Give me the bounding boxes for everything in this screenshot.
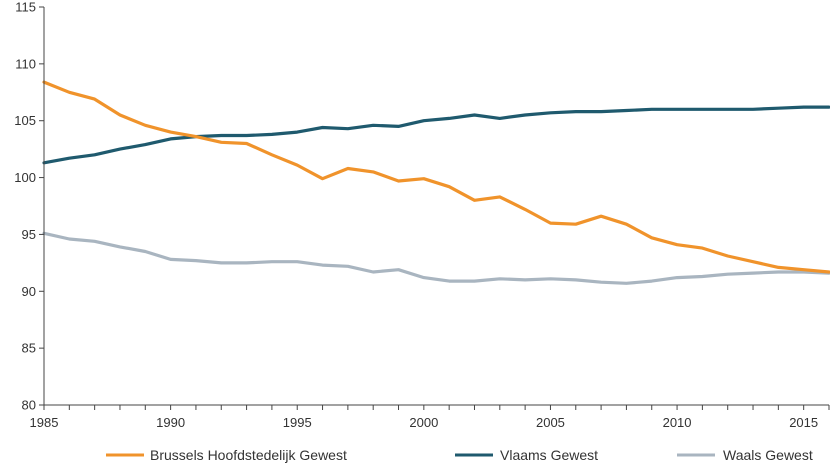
series-line-0 xyxy=(42,80,830,274)
legend-label-1: Vlaams Gewest xyxy=(500,447,598,463)
tick-labels: 80 85 90 95 100 105 110 115 1985 1990 1995 2000 2005… xyxy=(14,0,818,430)
x-tick-label: 1995 xyxy=(283,415,312,430)
y-tick-label: 90 xyxy=(22,284,36,299)
y-tick-label: 80 xyxy=(22,398,36,413)
y-tick-label: 85 xyxy=(22,341,36,356)
y-tick-label: 115 xyxy=(15,0,36,15)
series-line-2 xyxy=(42,231,830,285)
legend-label-2: Waals Gewest xyxy=(723,447,813,463)
x-tick-label: 1990 xyxy=(156,415,185,430)
x-tick-label: 2000 xyxy=(409,415,438,430)
legend: Brussels Hoofdstedelijk Gewest Vlaams Gew… xyxy=(106,447,813,463)
legend-label-0: Brussels Hoofdstedelijk Gewest xyxy=(150,447,347,463)
x-tick-label: 2005 xyxy=(536,415,565,430)
x-tick-label: 2010 xyxy=(663,415,692,430)
series-layer xyxy=(42,80,830,285)
series-line-1 xyxy=(42,105,830,165)
x-tick-label: 1985 xyxy=(30,415,59,430)
x-tick-label: 2015 xyxy=(789,415,818,430)
y-tick-label: 110 xyxy=(15,56,36,71)
y-tick-label: 105 xyxy=(14,113,36,128)
y-tick-label: 100 xyxy=(14,170,36,185)
axes-layer xyxy=(39,6,830,410)
y-tick-label: 95 xyxy=(22,227,36,242)
